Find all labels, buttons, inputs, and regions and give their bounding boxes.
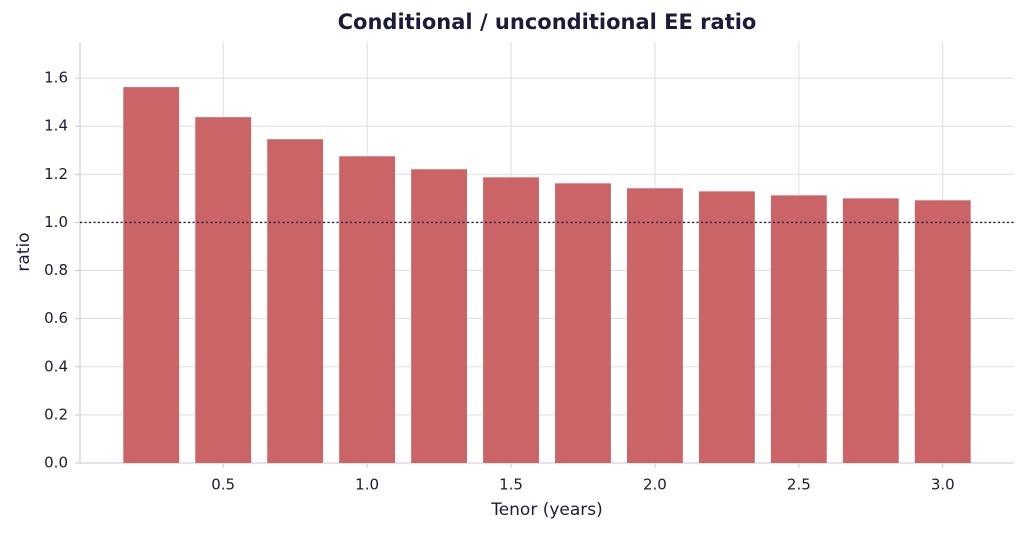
bar [627,188,683,463]
y-tick-label: 0.6 [44,309,68,327]
x-tick-label: 1.5 [499,476,523,494]
bar [842,198,899,463]
y-axis-label: ratio [14,232,34,271]
x-tick-label: 1.0 [355,476,379,494]
y-tick-label: 1.2 [44,165,68,183]
bar [483,177,539,464]
x-axis-label: Tenor (years) [490,500,603,520]
y-tick-label: 0.8 [44,261,68,279]
bar [195,117,252,463]
x-tick-label: 2.5 [787,476,811,494]
chart-title: Conditional / unconditional EE ratio [338,10,757,34]
y-tick-label: 0.0 [44,454,68,472]
bar [267,139,324,463]
bar [770,195,827,463]
x-tick-label: 0.5 [211,476,235,494]
y-tick-label: 0.2 [44,405,68,423]
bar [914,200,971,463]
bar [555,183,611,464]
bar [123,87,180,463]
y-tick-label: 1.6 [44,69,68,87]
y-tick-label: 0.4 [44,357,68,375]
y-tick-label: 1.4 [44,117,68,135]
x-tick-label: 2.0 [643,476,667,494]
bar [411,169,467,464]
bar [339,156,396,463]
y-tick-label: 1.0 [44,213,68,231]
x-tick-label: 3.0 [931,476,955,494]
bar [698,191,755,464]
